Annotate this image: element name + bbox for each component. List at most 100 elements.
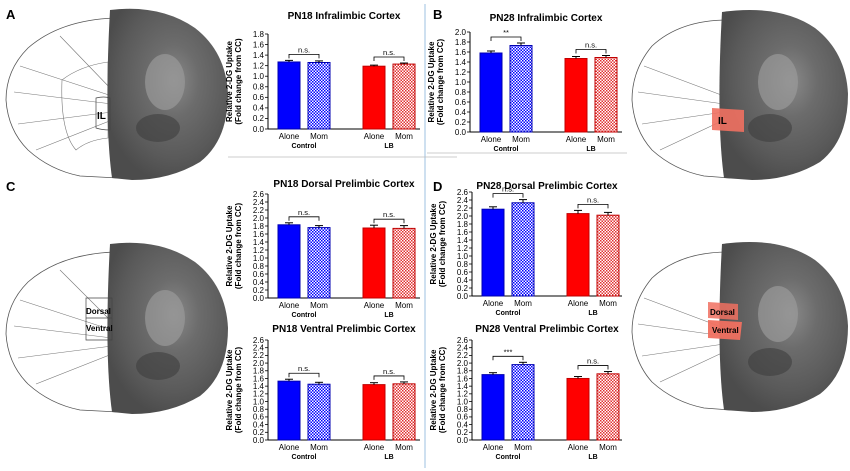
brain-illustration-a: IL — [5, 8, 228, 180]
x-category-label: Alone — [568, 443, 589, 452]
brain-section-highlight — [758, 286, 798, 342]
region-label-il-left: IL — [97, 111, 106, 122]
chart-pn18-ventral-prelimbic: PN18 Ventral Prelimbic Cortex Relative 2-… — [225, 324, 420, 461]
y-axis-label: Relative 2-DG Uptake — [429, 349, 438, 430]
x-category-label: Alone — [364, 301, 385, 310]
significance-label: n.s. — [587, 357, 599, 366]
y-tick-label: 0.2 — [253, 428, 265, 437]
bar — [392, 227, 416, 299]
region-label-ventral-left: Ventral — [86, 324, 113, 333]
significance-bracket — [373, 56, 405, 62]
x-category-label: Alone — [481, 135, 502, 144]
brain-section-shadow — [748, 348, 792, 376]
brain-illustration-b: IL — [631, 10, 848, 180]
significance-bracket — [577, 365, 609, 370]
y-tick-label: 2.2 — [253, 351, 265, 360]
significance-label: *** — [504, 347, 513, 356]
y-tick-label: 0.4 — [253, 104, 265, 113]
y-tick-label: 1.2 — [455, 68, 467, 77]
bar — [596, 373, 620, 441]
y-tick-label: 0.8 — [253, 405, 265, 414]
y-tick-label: 0.0 — [253, 125, 265, 134]
y-tick-label: 0.8 — [253, 262, 265, 271]
y-tick-label: 2.0 — [455, 28, 467, 37]
x-category-label: Alone — [364, 132, 385, 141]
y-tick-label: 1.6 — [253, 374, 265, 383]
y-tick-label: 2.4 — [457, 196, 469, 205]
y-axis-label: Relative 2-DG Uptake — [427, 41, 436, 122]
significance-bracket — [577, 204, 609, 209]
group-label: LB — [586, 146, 595, 153]
brain-atlas-lines — [13, 269, 113, 385]
significance-label: n.s. — [298, 208, 310, 217]
y-tick-label: 1.4 — [457, 382, 469, 391]
significance-bracket — [492, 193, 524, 198]
x-category-label: Alone — [279, 132, 300, 141]
prelimbic-region-outline — [85, 297, 113, 341]
group-label: Control — [496, 454, 521, 461]
y-tick-label: 0.4 — [455, 108, 467, 117]
y-tick-label: 0.8 — [455, 88, 467, 97]
y-axis-label-sub: (Fold change from CC) — [234, 38, 243, 125]
y-tick-label: 1.0 — [457, 252, 469, 261]
brain-atlas-outline — [631, 251, 731, 411]
x-category-label: Mom — [512, 135, 530, 144]
y-axis-label-sub: (Fold change from CC) — [436, 39, 445, 126]
group-label: LB — [588, 454, 597, 461]
significance-bracket — [373, 218, 405, 224]
y-tick-label: 0.6 — [457, 268, 469, 277]
y-axis-label: Relative 2-DG Uptake — [225, 40, 234, 121]
y-tick-label: 2.6 — [457, 188, 469, 197]
y-tick-label: 1.8 — [457, 220, 469, 229]
y-tick-label: 0.6 — [253, 270, 265, 279]
y-tick-label: 0.4 — [457, 420, 469, 429]
y-axis-label: Relative 2-DG Uptake — [225, 349, 234, 430]
chart-title: PN28 Dorsal Prelimbic Cortex — [476, 181, 618, 192]
panel-label-c: C — [6, 179, 16, 194]
x-category-label: Mom — [514, 443, 532, 452]
x-category-label: Alone — [483, 443, 504, 452]
y-tick-label: 2.4 — [253, 343, 265, 352]
y-tick-label: 1.8 — [457, 367, 469, 376]
brain-atlas-region — [61, 61, 109, 151]
y-tick-label: 2.0 — [457, 212, 469, 221]
x-category-label: Mom — [310, 301, 328, 310]
bar — [392, 63, 416, 130]
ventral-region-highlight — [708, 320, 742, 340]
group-label: Control — [292, 454, 317, 461]
y-tick-label: 2.4 — [253, 198, 265, 207]
brain-atlas-lines — [637, 297, 725, 383]
y-tick-label: 1.6 — [457, 374, 469, 383]
bar — [564, 58, 588, 133]
group-label: LB — [384, 312, 393, 319]
brain-section-shadow — [748, 114, 792, 142]
brain-section-highlight — [145, 290, 185, 346]
bar — [566, 213, 590, 297]
brain-section-highlight — [758, 54, 798, 110]
y-tick-label: 0.0 — [457, 436, 469, 445]
brain-section-highlight — [145, 54, 185, 110]
group-label: Control — [292, 143, 317, 150]
y-tick-label: 0.2 — [455, 118, 467, 127]
y-axis-label-sub: (Fold change from CC) — [234, 347, 243, 434]
chart-title: PN28 Ventral Prelimbic Cortex — [475, 324, 619, 335]
y-tick-label: 2.2 — [457, 204, 469, 213]
y-tick-label: 1.6 — [455, 48, 467, 57]
significance-bracket — [288, 216, 320, 221]
y-tick-label: 0.8 — [457, 260, 469, 269]
brain-section-shadow — [136, 114, 180, 142]
chart-pn28-infralimbic: PN28 Infralimbic Cortex Relative 2-DG Upt… — [427, 13, 622, 153]
bar — [277, 224, 301, 299]
y-tick-label: 2.0 — [253, 359, 265, 368]
y-tick-label: 2.0 — [253, 214, 265, 223]
il-region-outline — [95, 96, 111, 131]
group-label: Control — [292, 312, 317, 319]
y-tick-label: 1.4 — [253, 238, 265, 247]
y-tick-label: 0.8 — [253, 83, 265, 92]
y-tick-label: 1.6 — [253, 230, 265, 239]
significance-label: n.s. — [383, 210, 395, 219]
y-tick-label: 0.0 — [253, 436, 265, 445]
y-tick-label: 1.4 — [455, 58, 467, 67]
y-tick-label: 0.2 — [253, 114, 265, 123]
chart-pn18-dorsal-prelimbic: PN18 Dorsal Prelimbic Cortex Relative 2-D… — [225, 179, 420, 319]
